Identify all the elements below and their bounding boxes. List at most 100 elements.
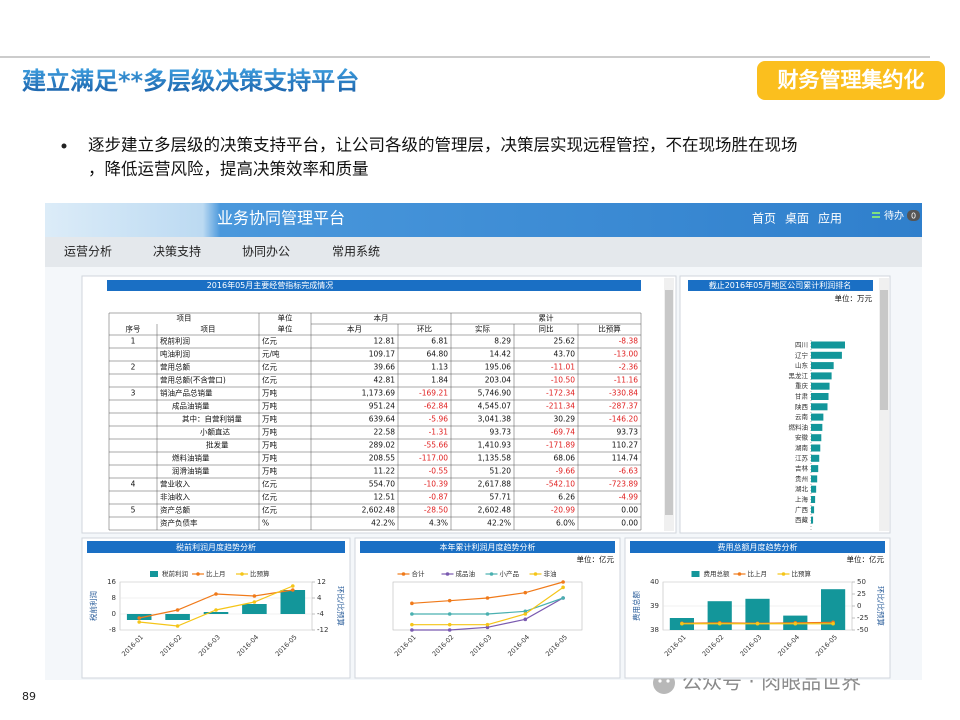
table-header: 同比	[539, 324, 554, 334]
menu-item[interactable]: 运营分析	[64, 245, 112, 259]
table-cell: 资产总额	[160, 505, 190, 515]
table-cell: 6.26	[558, 493, 575, 502]
chart-title: 税前利润月度趋势分析	[176, 542, 256, 552]
line-marker	[755, 621, 760, 626]
nav-item[interactable]: 桌面	[785, 212, 809, 226]
badge-text: 财务管理集约化	[778, 68, 925, 92]
ranking-bar	[811, 475, 818, 483]
bar	[165, 614, 190, 620]
chart-title-bar	[87, 541, 345, 553]
todo-icon	[872, 216, 880, 218]
ranking-bar	[811, 382, 830, 390]
table-cell: 195.06	[485, 363, 511, 372]
line-marker	[252, 594, 257, 598]
nav-item[interactable]: 应用	[818, 211, 842, 226]
legend-swatch	[533, 572, 538, 576]
table-header: 序号	[126, 324, 141, 334]
ranking-bar	[811, 393, 829, 400]
todo-label[interactable]: 待办	[884, 209, 904, 222]
table-cell: 22.58	[374, 428, 396, 437]
line-marker	[447, 612, 452, 616]
table-cell: 2,617.88	[478, 480, 512, 489]
line-marker	[561, 585, 565, 590]
table-cell: 42.81	[374, 376, 396, 385]
scroll-thumb[interactable]	[880, 290, 888, 410]
table-cell: 639.64	[369, 415, 395, 424]
legend-label: 比预算	[250, 569, 270, 578]
table-cell: -69.74	[551, 428, 575, 437]
line-marker	[523, 612, 528, 616]
nav-item[interactable]: 首页	[752, 212, 776, 226]
menu-item[interactable]: 决策支持	[153, 244, 201, 259]
todo-icon	[872, 212, 880, 214]
table-cell: -11.01	[551, 363, 575, 372]
table-cell: 42.2%	[371, 519, 395, 528]
line-marker	[831, 621, 835, 626]
ranking-title: 截止2016年05月地区公司累计利润排名	[709, 280, 852, 290]
table-cell: 万吨	[262, 466, 277, 476]
table-cell: 5,746.90	[478, 389, 512, 398]
ranking-bar	[811, 413, 824, 421]
table-cell: 亿元	[262, 362, 277, 372]
ranking-label: 云南	[795, 412, 809, 421]
badge	[757, 61, 945, 100]
table-cell: 12.51	[374, 493, 396, 502]
table-cell: 亿元	[262, 505, 277, 515]
y-tick-label: 8	[112, 594, 116, 602]
line-marker	[485, 622, 490, 627]
line-marker	[214, 592, 218, 596]
table-cell: 税前利润	[160, 336, 190, 346]
chart-title: 费用总额月度趋势分析	[718, 542, 798, 552]
y2-axis-label: 环比/比预算	[336, 586, 346, 627]
ranking-bar	[811, 454, 820, 462]
ranking-unit: 单位：万元	[835, 293, 873, 303]
table-cell: 2,602.48	[362, 506, 396, 515]
ranking-bar	[811, 506, 815, 514]
table-cell: -28.50	[424, 506, 448, 515]
bar	[707, 601, 732, 630]
table-cell: 营用总额(不含营口)	[160, 375, 226, 385]
table-cell: 110.27	[612, 441, 638, 450]
ranking-bar	[811, 403, 828, 411]
table-cell: -0.87	[429, 493, 449, 502]
table-cell: -1.31	[429, 428, 449, 437]
table-panel	[81, 275, 677, 534]
todo-badge	[907, 210, 920, 221]
ranking-bar	[811, 362, 834, 370]
table-cell: -330.84	[609, 389, 638, 398]
y2-tick-label: 25	[857, 590, 866, 598]
y-tick-label: 38	[650, 626, 659, 634]
line-marker	[410, 622, 414, 627]
table-header: 单位	[278, 324, 293, 334]
y-tick-label: 0	[112, 610, 116, 618]
table-cell: -171.89	[546, 441, 575, 450]
legend-label: 合计	[412, 569, 426, 578]
scroll-thumb[interactable]	[665, 290, 673, 515]
table-cell: -10.39	[424, 480, 448, 489]
table-cell: 12.81	[374, 337, 396, 346]
table-cell: %	[262, 519, 269, 528]
line-marker	[561, 580, 565, 584]
ranking-label: 安徽	[795, 433, 809, 442]
legend-swatch	[150, 571, 158, 577]
y-axis-label: 费用总额	[631, 591, 641, 621]
ranking-bar	[811, 351, 842, 359]
bullet-line: ，降低运营风险，提高决策效率和质量	[88, 160, 369, 179]
line-marker	[252, 600, 257, 604]
table-header: 项目	[177, 314, 192, 323]
table-cell: -2.36	[619, 363, 639, 372]
bar	[280, 590, 306, 614]
table-cell: -117.00	[419, 454, 448, 463]
legend-swatch	[445, 572, 450, 576]
table-cell: 0.00	[621, 519, 638, 528]
menu-bar	[45, 237, 922, 267]
table-cell: 1.84	[431, 376, 448, 385]
table-cell: 289.02	[369, 441, 395, 450]
table-cell: 39.66	[374, 363, 396, 372]
menu-item[interactable]: 协同办公	[242, 244, 290, 259]
line-marker	[175, 608, 180, 612]
line-marker	[485, 625, 490, 630]
table-header: 累计	[539, 313, 554, 323]
menu-item[interactable]: 常用系统	[332, 245, 380, 259]
y2-tick-label: 0	[857, 602, 861, 610]
